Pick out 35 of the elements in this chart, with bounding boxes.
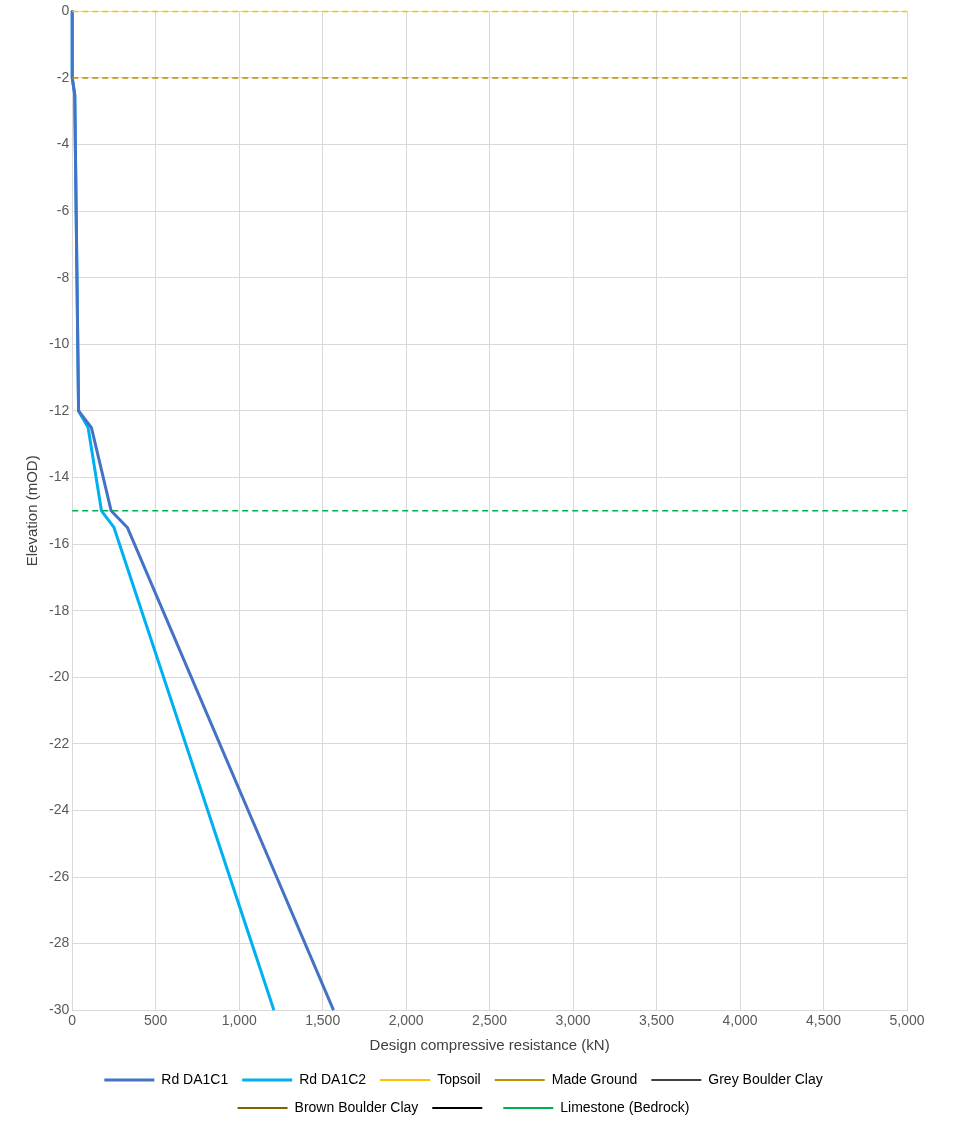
- y-tick-label: -8: [56, 268, 70, 285]
- y-tick-label: -16: [49, 534, 70, 551]
- y-tick-label: -12: [49, 401, 70, 418]
- y-tick-label: -22: [49, 734, 70, 751]
- y-tick-label: -30: [49, 1001, 70, 1018]
- legend-label: Made Ground: [551, 1070, 638, 1087]
- y-tick-label: -24: [49, 801, 70, 818]
- x-tick-label: 3,000: [555, 1012, 591, 1029]
- y-tick-label: -4: [56, 135, 70, 152]
- legend-label: Brown Boulder Clay: [294, 1098, 419, 1115]
- x-tick-label: 1,500: [305, 1012, 341, 1029]
- y-tick-label: -10: [49, 335, 70, 352]
- x-tick-label: 1,000: [221, 1012, 257, 1029]
- x-tick-label: 3,500: [639, 1012, 675, 1029]
- legend-label: Topsoil: [437, 1070, 481, 1087]
- y-tick-label: -18: [49, 601, 70, 618]
- legend-label: Grey Boulder Clay: [708, 1070, 823, 1087]
- y-axis-title: Elevation (mOD): [23, 455, 41, 567]
- y-tick-label: -28: [49, 934, 70, 951]
- x-tick-label: 2,000: [388, 1012, 424, 1029]
- y-tick-label: -6: [56, 202, 70, 219]
- x-tick-label: 4,500: [806, 1012, 842, 1029]
- x-tick-label: 500: [144, 1012, 168, 1029]
- y-tick-label: 0: [61, 2, 70, 19]
- y-tick-label: -26: [49, 867, 70, 884]
- y-tick-label: -20: [49, 668, 70, 685]
- x-tick-label: 2,500: [472, 1012, 508, 1029]
- x-axis-title: Design compressive resistance (kN): [369, 1036, 610, 1054]
- legend-label: Limestone (Bedrock): [560, 1098, 690, 1115]
- legend-label: Rd DA1C2: [299, 1070, 367, 1087]
- x-tick-label: 5,000: [889, 1012, 925, 1029]
- y-tick-label: -14: [49, 468, 70, 485]
- x-tick-label: 4,000: [722, 1012, 758, 1029]
- y-tick-label: -2: [56, 68, 70, 85]
- legend-label: Rd DA1C1: [161, 1070, 229, 1087]
